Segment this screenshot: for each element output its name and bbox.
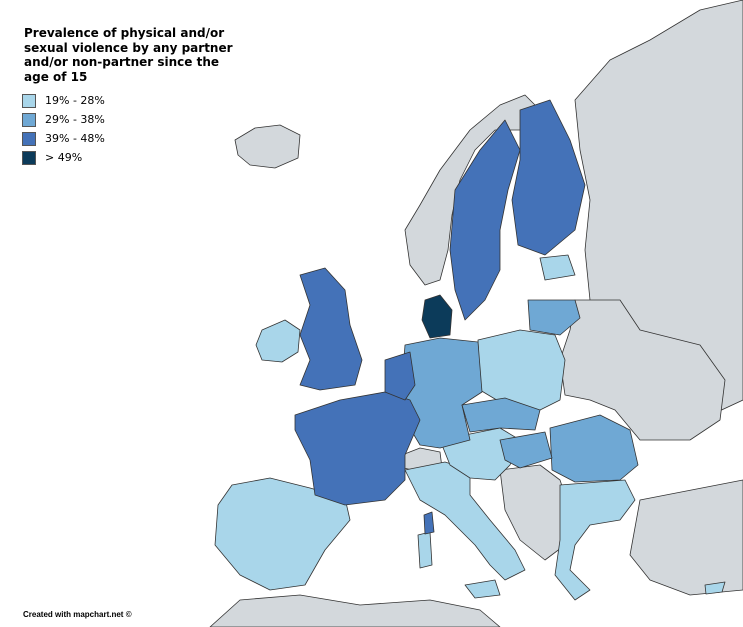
legend-item: 39% - 48%: [22, 129, 105, 148]
legend-label: > 49%: [45, 151, 83, 164]
region-czech-slovakia: [461, 397, 541, 433]
region-sardinia: [417, 531, 433, 569]
region-north-africa: [209, 594, 501, 627]
region-estonia: [539, 254, 576, 281]
region-ireland: [255, 319, 301, 363]
region-iceland: [234, 124, 301, 169]
legend-swatch: [22, 112, 36, 127]
legend-swatch: [22, 150, 36, 165]
legend-item: 19% - 28%: [22, 91, 105, 110]
region-uk: [299, 267, 363, 391]
map-title: Prevalence of physical and/or sexual vio…: [24, 26, 233, 84]
region-france: [294, 391, 421, 506]
region-finland: [511, 99, 586, 256]
legend-label: 29% - 38%: [45, 113, 105, 126]
credit-text: Created with mapchart.net ©: [23, 610, 132, 619]
region-benelux: [384, 351, 416, 401]
legend-swatch: [22, 131, 36, 146]
region-turkey: [629, 479, 743, 596]
legend-label: 19% - 28%: [45, 94, 105, 107]
region-romania: [549, 414, 639, 483]
region-poland: [477, 329, 566, 411]
legend-swatch: [22, 93, 36, 108]
legend-item: 29% - 38%: [22, 110, 105, 129]
legend-item: > 49%: [22, 148, 105, 167]
region-sweden: [449, 119, 521, 321]
region-norway: [404, 94, 541, 286]
region-sicily: [464, 579, 501, 599]
legend-label: 39% - 48%: [45, 132, 105, 145]
region-hungary: [499, 431, 553, 469]
legend: 19% - 28% 29% - 38% 39% - 48% > 49%: [22, 91, 105, 167]
region-corsica: [423, 511, 435, 535]
region-spain: [214, 477, 351, 591]
region-lithuania-latvia: [527, 299, 581, 336]
region-bulgaria-greece: [554, 479, 636, 601]
region-cyprus: [704, 581, 726, 595]
region-denmark: [421, 294, 453, 339]
